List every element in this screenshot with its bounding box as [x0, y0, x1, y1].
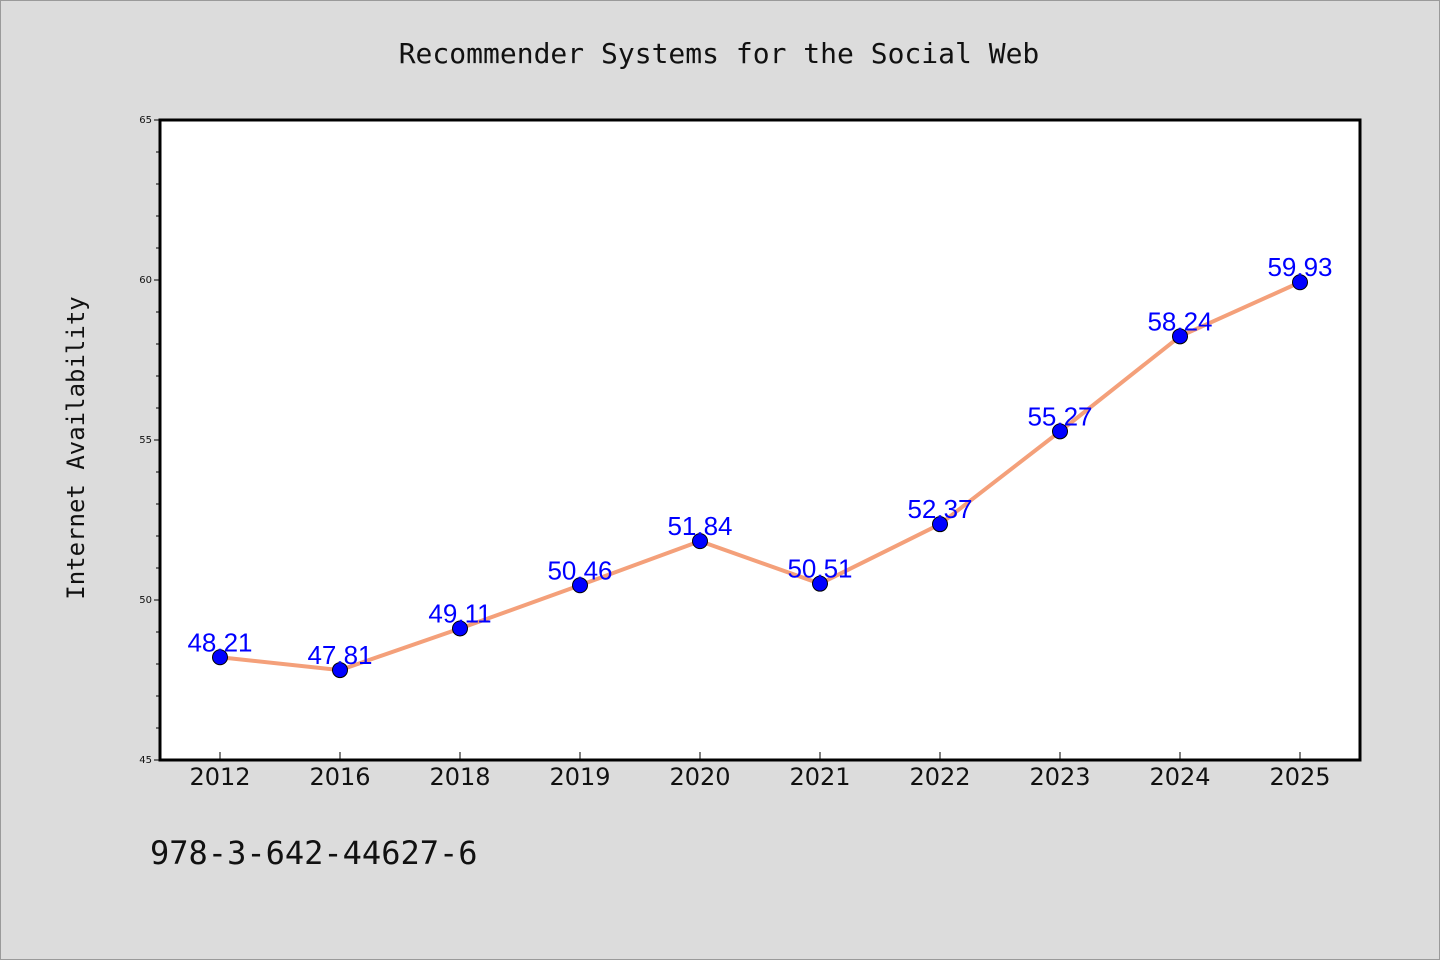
data-label: 49.11: [428, 598, 491, 628]
x-tick-label: 2025: [1269, 763, 1330, 791]
data-label: 50.46: [547, 555, 612, 585]
series-0: [212, 274, 1308, 679]
data-label: 52.37: [907, 494, 972, 524]
data-label: 47.81: [307, 640, 372, 670]
data-point: [1172, 328, 1188, 345]
plot-area: [158, 118, 1362, 762]
data-labels: 48.21 47.81 49.11 50.46 51.84 50.51 52.37 55.27…: [187, 252, 1332, 670]
x-tick-label: 2012: [189, 763, 250, 791]
data-label: 55.27: [1027, 401, 1092, 431]
data-point: [332, 662, 348, 679]
data-point: [452, 620, 468, 637]
data-label: 50.51: [787, 554, 852, 584]
x-tick-label: 2020: [669, 763, 730, 791]
data-point: [812, 575, 828, 592]
y-tick-label: 55: [139, 435, 152, 446]
data-label: 48.21: [187, 627, 252, 657]
data-point: [932, 516, 948, 533]
data-point: [1292, 274, 1308, 291]
x-tick-label: 2018: [429, 763, 490, 791]
series-line: [219, 280, 1301, 673]
x-tick-label: 2024: [1149, 763, 1210, 791]
chart-title: Recommender Systems for the Social Web: [399, 37, 1040, 70]
y-axis-label: Internet Availability: [62, 296, 90, 599]
y-axis: 45 50 55 60 65: [139, 115, 160, 766]
x-tick-label: 2021: [789, 763, 850, 791]
y-tick-label: 45: [139, 755, 152, 766]
x-tick-label: 2016: [309, 763, 370, 791]
data-point: [692, 533, 708, 550]
x-tick-label: 2019: [549, 763, 610, 791]
data-point: [572, 577, 588, 594]
data-label: 59.93: [1267, 252, 1332, 282]
y-tick-label: 65: [139, 115, 152, 126]
x-axis: 2012 2016 2018 2019 2020 2021 2022 2023 2024 2025: [189, 752, 1331, 791]
data-label: 58.24: [1147, 306, 1212, 336]
data-point: [1052, 423, 1068, 440]
x-tick-label: 2022: [909, 763, 970, 791]
x-tick-label: 2023: [1029, 763, 1090, 791]
isbn-footnote: 978-3-642-44627-6: [150, 834, 478, 872]
data-point: [212, 649, 228, 666]
y-tick-label: 50: [139, 595, 152, 606]
data-label: 51.84: [667, 511, 732, 541]
y-tick-label: 60: [139, 275, 152, 286]
